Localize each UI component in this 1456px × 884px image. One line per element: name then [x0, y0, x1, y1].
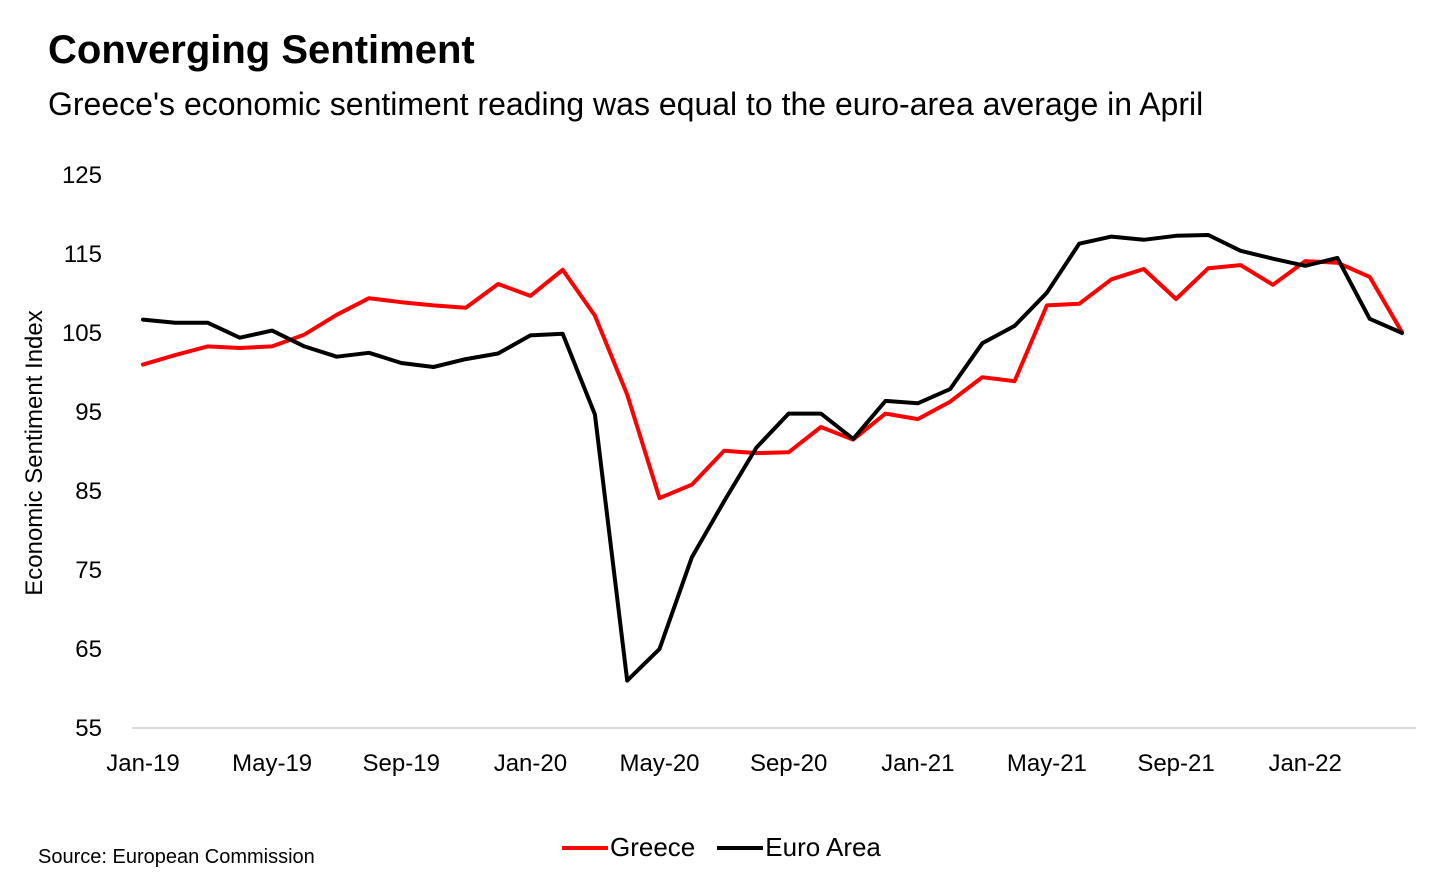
legend-item-euro-area: Euro Area	[717, 832, 881, 863]
y-tick-label: 75	[75, 557, 102, 584]
x-tick-label: Jan-22	[1268, 750, 1341, 777]
y-tick-label: 55	[75, 715, 102, 742]
legend-swatch-greece	[562, 845, 608, 850]
legend-label-euro-area: Euro Area	[765, 832, 881, 862]
chart-subtitle: Greece's economic sentiment reading was …	[48, 86, 1204, 122]
y-tick-label: 105	[62, 320, 102, 347]
y-tick-label: 65	[75, 636, 102, 663]
x-tick-label: Sep-19	[363, 750, 440, 777]
x-tick-label: May-19	[232, 750, 312, 777]
x-tick-label: May-20	[619, 750, 699, 777]
series-line-euro-area	[141, 233, 1404, 683]
y-tick-label: 125	[62, 162, 102, 189]
x-tick-label: May-21	[1007, 750, 1087, 777]
source-note: Source: European Commission	[38, 846, 315, 868]
chart-title: Converging Sentiment	[48, 28, 475, 72]
x-tick-label: Sep-21	[1137, 750, 1214, 777]
y-tick-label: 85	[75, 478, 102, 505]
legend-label-greece: Greece	[610, 832, 696, 862]
x-tick-label: Jan-20	[494, 750, 567, 777]
x-tick-label: Jan-21	[881, 750, 954, 777]
y-tick-label: 115	[64, 241, 102, 268]
legend-swatch-euro-area	[717, 845, 764, 850]
y-tick-label: 95	[75, 399, 102, 426]
x-tick-label: Jan-19	[106, 750, 179, 777]
legend-item-greece: Greece	[562, 832, 695, 863]
series-line-greece	[141, 259, 1404, 501]
legend: Greece Euro Area	[562, 832, 903, 863]
x-tick-label: Sep-20	[750, 750, 827, 777]
